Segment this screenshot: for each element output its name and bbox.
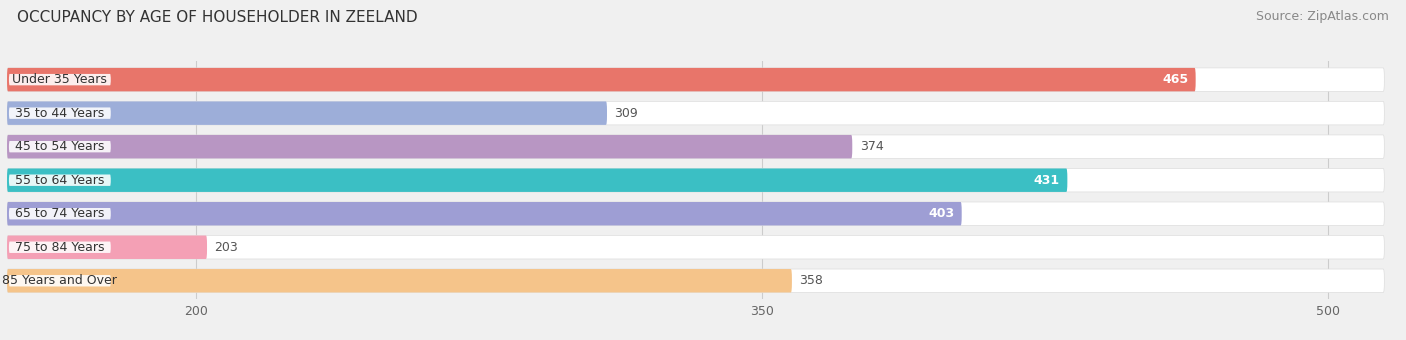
- FancyBboxPatch shape: [7, 168, 1385, 192]
- FancyBboxPatch shape: [7, 236, 1385, 259]
- FancyBboxPatch shape: [8, 107, 111, 119]
- FancyBboxPatch shape: [7, 269, 1385, 292]
- Text: 403: 403: [928, 207, 955, 220]
- FancyBboxPatch shape: [8, 275, 111, 287]
- Text: OCCUPANCY BY AGE OF HOUSEHOLDER IN ZEELAND: OCCUPANCY BY AGE OF HOUSEHOLDER IN ZEELA…: [17, 10, 418, 25]
- FancyBboxPatch shape: [7, 101, 1385, 125]
- Text: 374: 374: [860, 140, 883, 153]
- Text: 75 to 84 Years: 75 to 84 Years: [15, 241, 104, 254]
- FancyBboxPatch shape: [7, 269, 792, 292]
- FancyBboxPatch shape: [7, 101, 607, 125]
- FancyBboxPatch shape: [7, 68, 1195, 91]
- FancyBboxPatch shape: [8, 241, 111, 253]
- Text: Under 35 Years: Under 35 Years: [13, 73, 107, 86]
- Text: Source: ZipAtlas.com: Source: ZipAtlas.com: [1256, 10, 1389, 23]
- Text: 358: 358: [800, 274, 824, 287]
- Text: 85 Years and Over: 85 Years and Over: [3, 274, 117, 287]
- FancyBboxPatch shape: [8, 141, 111, 152]
- FancyBboxPatch shape: [7, 135, 1385, 158]
- FancyBboxPatch shape: [7, 168, 1067, 192]
- Text: 431: 431: [1033, 174, 1060, 187]
- Text: 35 to 44 Years: 35 to 44 Years: [15, 107, 104, 120]
- FancyBboxPatch shape: [8, 208, 111, 219]
- Text: 465: 465: [1161, 73, 1188, 86]
- FancyBboxPatch shape: [8, 74, 111, 85]
- FancyBboxPatch shape: [7, 202, 1385, 225]
- Text: 65 to 74 Years: 65 to 74 Years: [15, 207, 104, 220]
- FancyBboxPatch shape: [7, 236, 207, 259]
- FancyBboxPatch shape: [7, 202, 962, 225]
- FancyBboxPatch shape: [8, 174, 111, 186]
- Text: 203: 203: [215, 241, 239, 254]
- FancyBboxPatch shape: [7, 68, 1385, 91]
- Text: 45 to 54 Years: 45 to 54 Years: [15, 140, 104, 153]
- Text: 55 to 64 Years: 55 to 64 Years: [15, 174, 104, 187]
- Text: 309: 309: [614, 107, 638, 120]
- FancyBboxPatch shape: [7, 135, 852, 158]
